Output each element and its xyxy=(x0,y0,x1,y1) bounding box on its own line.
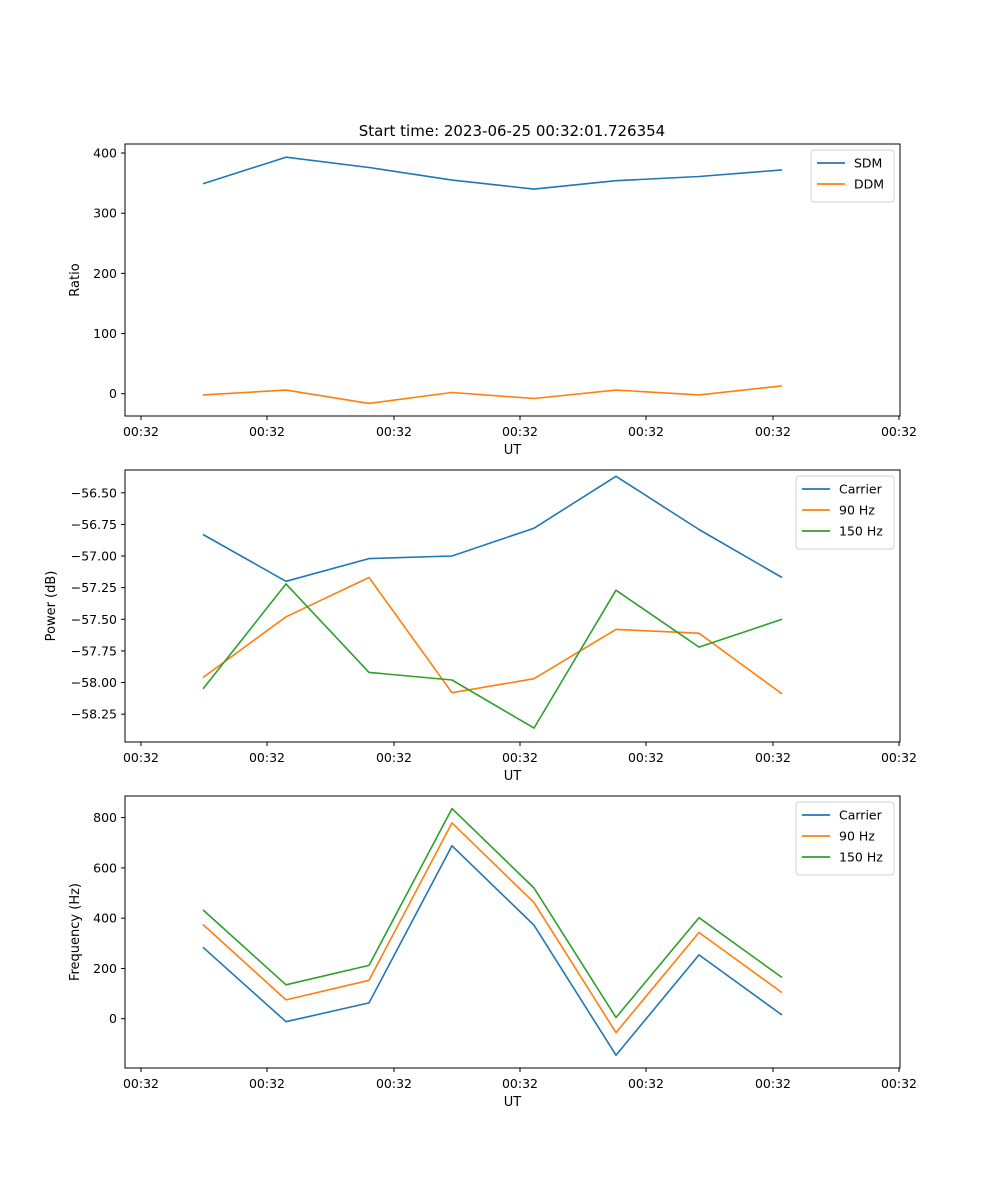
y-tick-label: 200 xyxy=(93,266,117,281)
y-tick-label: 300 xyxy=(93,206,117,221)
y-tick-label: −57.50 xyxy=(71,612,117,627)
x-tick-label: 00:32 xyxy=(376,750,412,765)
y-tick-label: −56.50 xyxy=(71,485,117,500)
legend-label: 150 Hz xyxy=(839,850,883,865)
y-tick-label: 200 xyxy=(93,961,117,976)
y-axis-label: Ratio xyxy=(68,263,83,296)
y-tick-label: −57.75 xyxy=(71,643,117,658)
x-tick-label: 00:32 xyxy=(249,1076,285,1091)
y-tick-label: −57.25 xyxy=(71,580,117,595)
y-tick-label: 400 xyxy=(93,911,117,926)
legend-label: 90 Hz xyxy=(839,829,875,844)
x-tick-label: 00:32 xyxy=(628,424,664,439)
x-tick-label: 00:32 xyxy=(628,1076,664,1091)
x-tick-label: 00:32 xyxy=(881,750,917,765)
y-axis-label: Frequency (Hz) xyxy=(68,883,83,981)
chart-panel-1: 0 100 200 300 400 00:32 00:32 00:32 00:32 00:32 00… xyxy=(68,143,917,458)
x-tick-label: 00:32 xyxy=(881,424,917,439)
x-tick-label: 00:32 xyxy=(249,424,285,439)
legend: SDM DDM xyxy=(810,149,895,203)
x-axis-label: UT xyxy=(504,1095,522,1110)
y-tick-label: 100 xyxy=(93,326,117,341)
series-line-sdm xyxy=(202,156,783,190)
x-tick-label: 00:32 xyxy=(123,750,159,765)
x-tick-label: 00:32 xyxy=(123,424,159,439)
legend-label: SDM xyxy=(854,156,882,171)
x-tick-label: 00:32 xyxy=(123,1076,159,1091)
y-tick-label: 0 xyxy=(109,1011,117,1026)
chart-panel-2: −58.25 −58.00 −57.75 −57.50 −57.25 −57.00 −56.… xyxy=(44,469,917,784)
legend-label: DDM xyxy=(854,177,884,192)
y-tick-label: −58.00 xyxy=(71,675,117,690)
series-line-ddm xyxy=(202,385,783,405)
y-tick-label: 800 xyxy=(93,810,117,825)
x-tick-label: 00:32 xyxy=(376,1076,412,1091)
y-tick-label: −58.25 xyxy=(71,707,117,722)
legend-label: 150 Hz xyxy=(839,524,883,539)
x-tick-label: 00:32 xyxy=(249,750,285,765)
series-line-carrier xyxy=(202,844,783,1056)
y-tick-label: −57.00 xyxy=(71,549,117,564)
series-line-150-hz xyxy=(202,807,783,1019)
x-tick-label: 00:32 xyxy=(502,750,538,765)
x-tick-label: 00:32 xyxy=(502,1076,538,1091)
y-tick-label: 400 xyxy=(93,146,117,161)
axes-frame xyxy=(124,143,901,417)
axes-frame xyxy=(124,469,901,743)
series-line-90-hz xyxy=(202,576,783,695)
figure-title: Start time: 2023-06-25 00:32:01.726354 xyxy=(359,122,665,140)
legend-label: 90 Hz xyxy=(839,503,875,518)
series-line-150-hz xyxy=(202,583,783,729)
legend-label: Carrier xyxy=(839,808,883,823)
y-tick-label: 0 xyxy=(109,386,117,401)
legend-label: Carrier xyxy=(839,482,883,497)
y-axis-label: Power (dB) xyxy=(44,571,59,642)
x-tick-label: 00:32 xyxy=(881,1076,917,1091)
x-tick-label: 00:32 xyxy=(755,1076,791,1091)
series-line-carrier xyxy=(202,475,783,583)
x-tick-label: 00:32 xyxy=(376,424,412,439)
legend: Carrier 90 Hz 150 Hz xyxy=(795,475,895,550)
legend: Carrier 90 Hz 150 Hz xyxy=(795,801,895,876)
x-tick-label: 00:32 xyxy=(502,424,538,439)
y-tick-label: −56.75 xyxy=(71,517,117,532)
x-tick-label: 00:32 xyxy=(628,750,664,765)
chart-panel-3: 0 200 400 600 800 00:32 00:32 00:32 00:32 00:32 00… xyxy=(68,795,917,1110)
y-tick-label: 600 xyxy=(93,860,117,875)
x-axis-label: UT xyxy=(504,769,522,784)
x-tick-label: 00:32 xyxy=(755,750,791,765)
axes-frame xyxy=(124,795,901,1069)
series-line-90-hz xyxy=(202,822,783,1034)
x-tick-label: 00:32 xyxy=(755,424,791,439)
x-axis-label: UT xyxy=(504,443,522,458)
